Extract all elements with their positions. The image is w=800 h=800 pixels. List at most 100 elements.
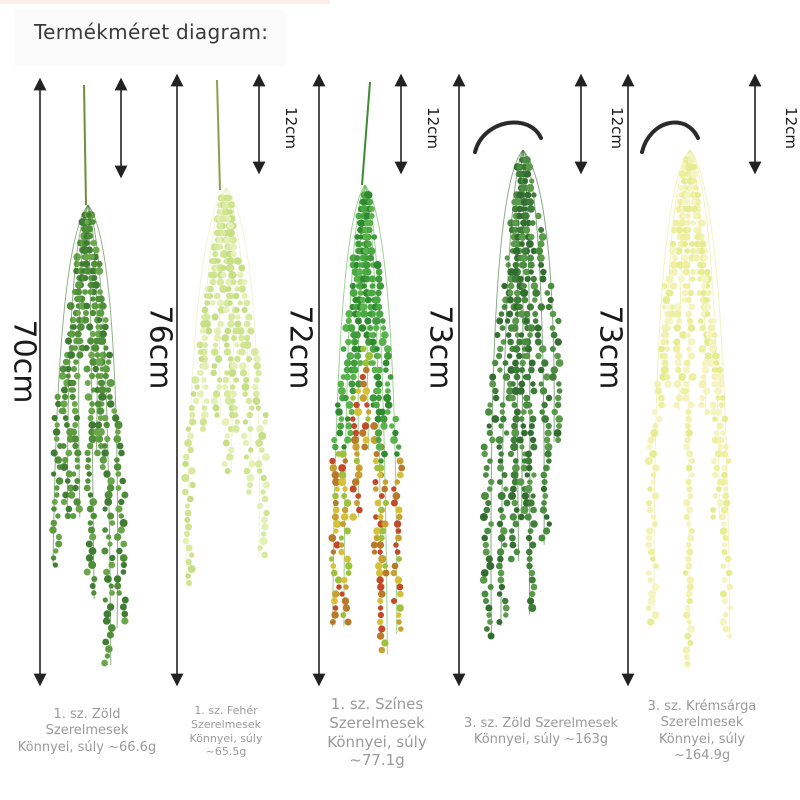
plant-bead (497, 507, 504, 513)
plant-bead (549, 310, 557, 318)
plant-bead (684, 422, 692, 430)
plant-bead (686, 548, 694, 556)
plant-bead (86, 212, 92, 218)
plant-bead (487, 619, 493, 625)
plant-bead (68, 330, 76, 338)
plant-bead (705, 289, 712, 297)
plant-bead (373, 527, 381, 535)
plant-bead (522, 296, 529, 304)
plant-bead (685, 429, 693, 437)
plant-bead (49, 526, 57, 534)
plant-bead (499, 409, 505, 415)
plant-bead (189, 418, 197, 426)
plant-bead (338, 464, 346, 472)
plant-bead (530, 247, 538, 255)
plant-bead (348, 353, 354, 359)
plant-bead (371, 366, 379, 374)
plant-bead (698, 380, 707, 388)
plant-bead (241, 306, 248, 314)
plant-bead (352, 443, 360, 451)
plant-bead (223, 348, 231, 356)
plant-bead (503, 612, 509, 618)
plant-bead (97, 407, 105, 415)
plant-bead (502, 597, 509, 605)
plant-bead (530, 506, 537, 514)
plant-bead (701, 359, 710, 367)
plant-bead (333, 520, 341, 528)
plant-bead (90, 219, 96, 225)
plant-bead (72, 422, 79, 428)
plant-bead (720, 430, 726, 436)
plant-bead (396, 471, 404, 479)
plant-bead (496, 619, 503, 625)
plant-bead (255, 460, 263, 468)
plant-bead (512, 198, 520, 206)
plant-bead (364, 275, 371, 283)
plant-bead (703, 303, 712, 311)
plant-bead (54, 422, 60, 428)
plant-bead (255, 369, 262, 377)
plant-bead (486, 429, 493, 437)
plant-bead (107, 512, 115, 520)
plant-bead (216, 237, 222, 243)
plant-bead (546, 458, 552, 464)
plant-bead (60, 443, 67, 449)
plant-bead (512, 464, 520, 472)
plant-bead (362, 436, 370, 444)
plant-bead (370, 422, 378, 430)
plant-bead (396, 604, 404, 612)
caption-1-line-3: Könnyei, súly ~66.6g (17, 739, 157, 755)
plant-bead (58, 372, 67, 380)
plant-bead (709, 345, 717, 353)
plant-bead (262, 419, 268, 425)
caption-2-line-4: ~65.5g (205, 745, 247, 759)
plant-bead (342, 394, 349, 402)
plant-bead (353, 261, 360, 269)
plant-bead (191, 376, 200, 384)
plant-bead (526, 240, 534, 248)
plant-bead (722, 625, 730, 633)
plant-bead (213, 292, 221, 300)
plant-bead (529, 541, 537, 549)
plant-bead (384, 409, 391, 415)
plant-bead (398, 626, 404, 632)
plant-bead (525, 163, 534, 171)
plant-bead (210, 348, 219, 356)
plant-bead (721, 521, 727, 527)
plant-bead (345, 416, 351, 422)
plant-bead (376, 576, 384, 584)
plant-bead (51, 414, 58, 422)
plant-bead (329, 464, 338, 472)
plant-bead (70, 387, 77, 393)
plant-bead (109, 554, 116, 562)
plant-bead (118, 513, 125, 519)
plant-bead (672, 345, 681, 353)
plant-bead (204, 300, 210, 306)
plant-bead (554, 352, 561, 360)
plant-bead (394, 576, 403, 584)
plant-bead (182, 460, 189, 468)
plant-bead (360, 310, 368, 318)
plant-bead (502, 373, 511, 381)
plant-bead (501, 304, 508, 310)
plant-bead (228, 356, 234, 362)
plant-bead (212, 251, 219, 257)
plant-bead (349, 282, 356, 290)
plant-bead (53, 436, 60, 442)
plant-bead (505, 332, 512, 338)
plant-bead (72, 442, 79, 450)
plant-bead (365, 296, 372, 304)
plant-bead (651, 583, 660, 591)
plant-bead (512, 345, 521, 353)
plant-bead (65, 505, 73, 513)
plant-bead (184, 439, 192, 447)
plant-bead (242, 391, 249, 397)
plant-bead (687, 534, 695, 542)
plant-bead (509, 394, 516, 402)
plant-bead (682, 268, 690, 276)
plant-bead (535, 247, 544, 255)
plant-bead (547, 296, 554, 304)
plant-bead (675, 352, 683, 360)
plant-bead (511, 478, 519, 486)
plant-bead (516, 170, 524, 178)
